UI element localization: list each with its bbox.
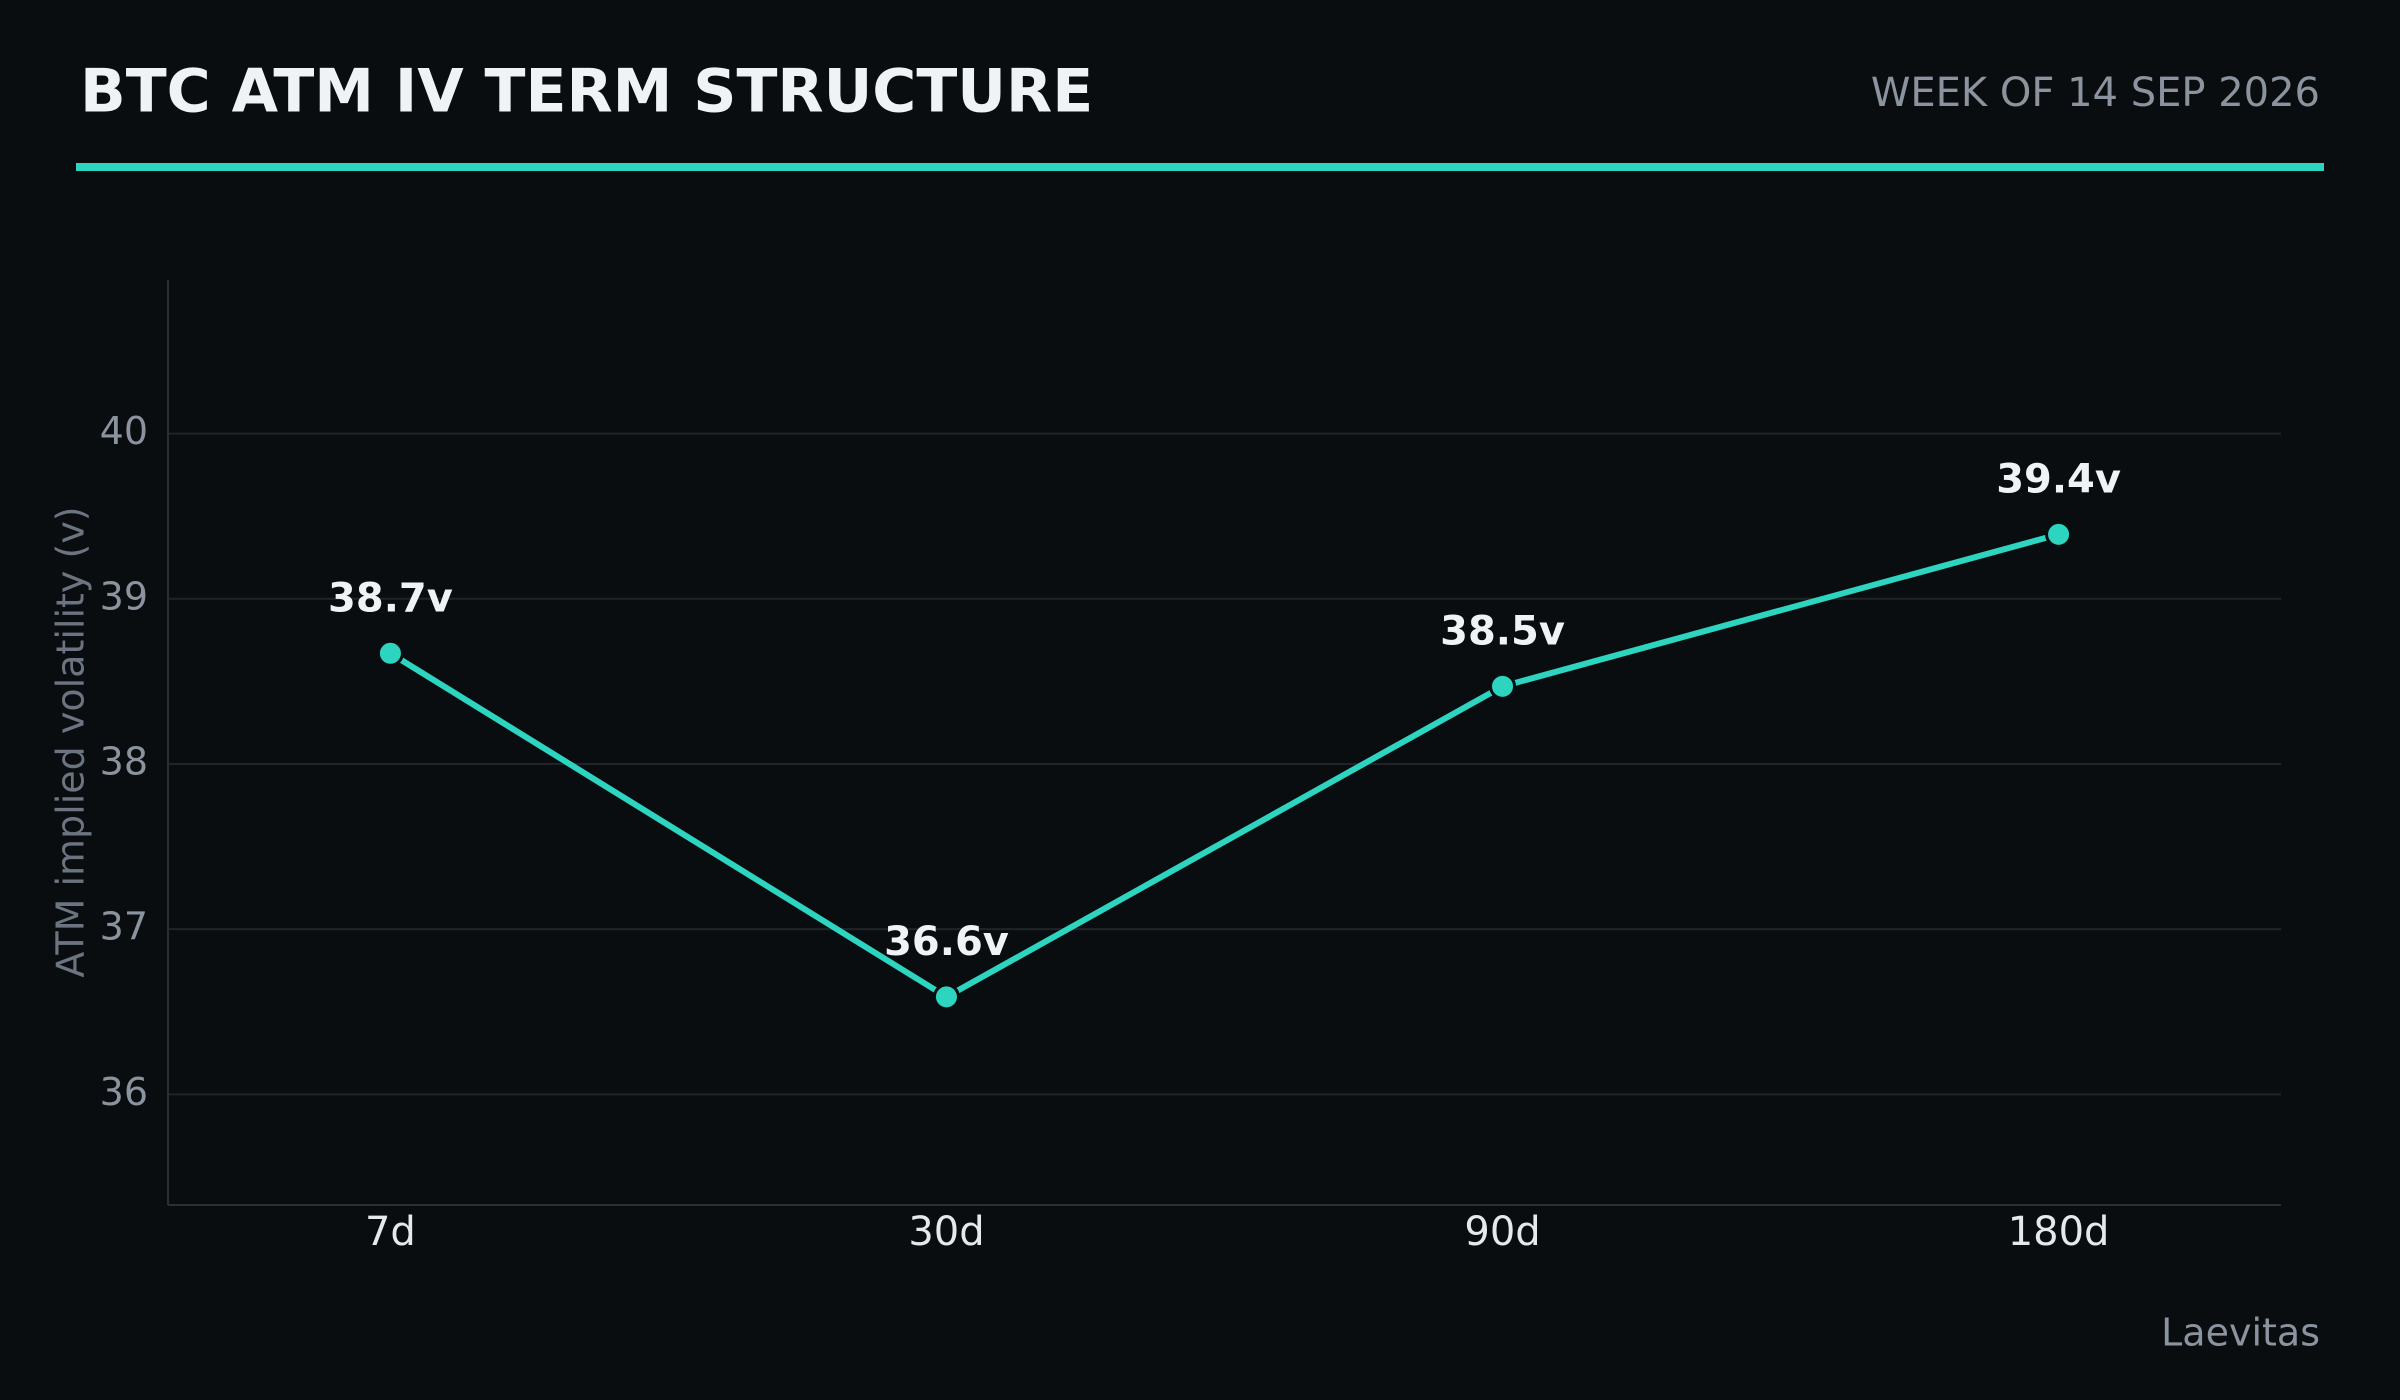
y-tick-label: 38 (100, 739, 148, 783)
y-axis-label: ATM implied volatility (v) (49, 506, 93, 977)
source: Laevitas (2161, 1311, 2320, 1355)
data-label: 38.5v (1440, 608, 1565, 654)
line (388, 531, 2060, 1000)
data-label: 38.7v (328, 575, 453, 621)
data-label: 39.4v (1996, 456, 2121, 502)
marker (376, 639, 404, 667)
marker (932, 983, 960, 1011)
marker (2045, 520, 2073, 548)
x-tick-label: 30d (908, 1209, 984, 1255)
x-tick-label: 7d (365, 1209, 416, 1255)
chart-title: BTC ATM IV TERM STRUCTURE (80, 57, 1093, 127)
y-tick-label: 37 (100, 905, 148, 949)
x-tick-label: 90d (1464, 1209, 1540, 1255)
header-rule (76, 163, 2324, 171)
marker (1489, 672, 1517, 700)
y-tick-label: 36 (100, 1070, 148, 1114)
y-tick-label: 39 (100, 574, 148, 618)
data-label: 36.6v (884, 919, 1009, 965)
y-tick-label: 40 (100, 409, 148, 453)
chart-subtitle: WEEK OF 14 SEP 2026 (1871, 70, 2320, 116)
x-tick-label: 180d (2008, 1209, 2110, 1255)
